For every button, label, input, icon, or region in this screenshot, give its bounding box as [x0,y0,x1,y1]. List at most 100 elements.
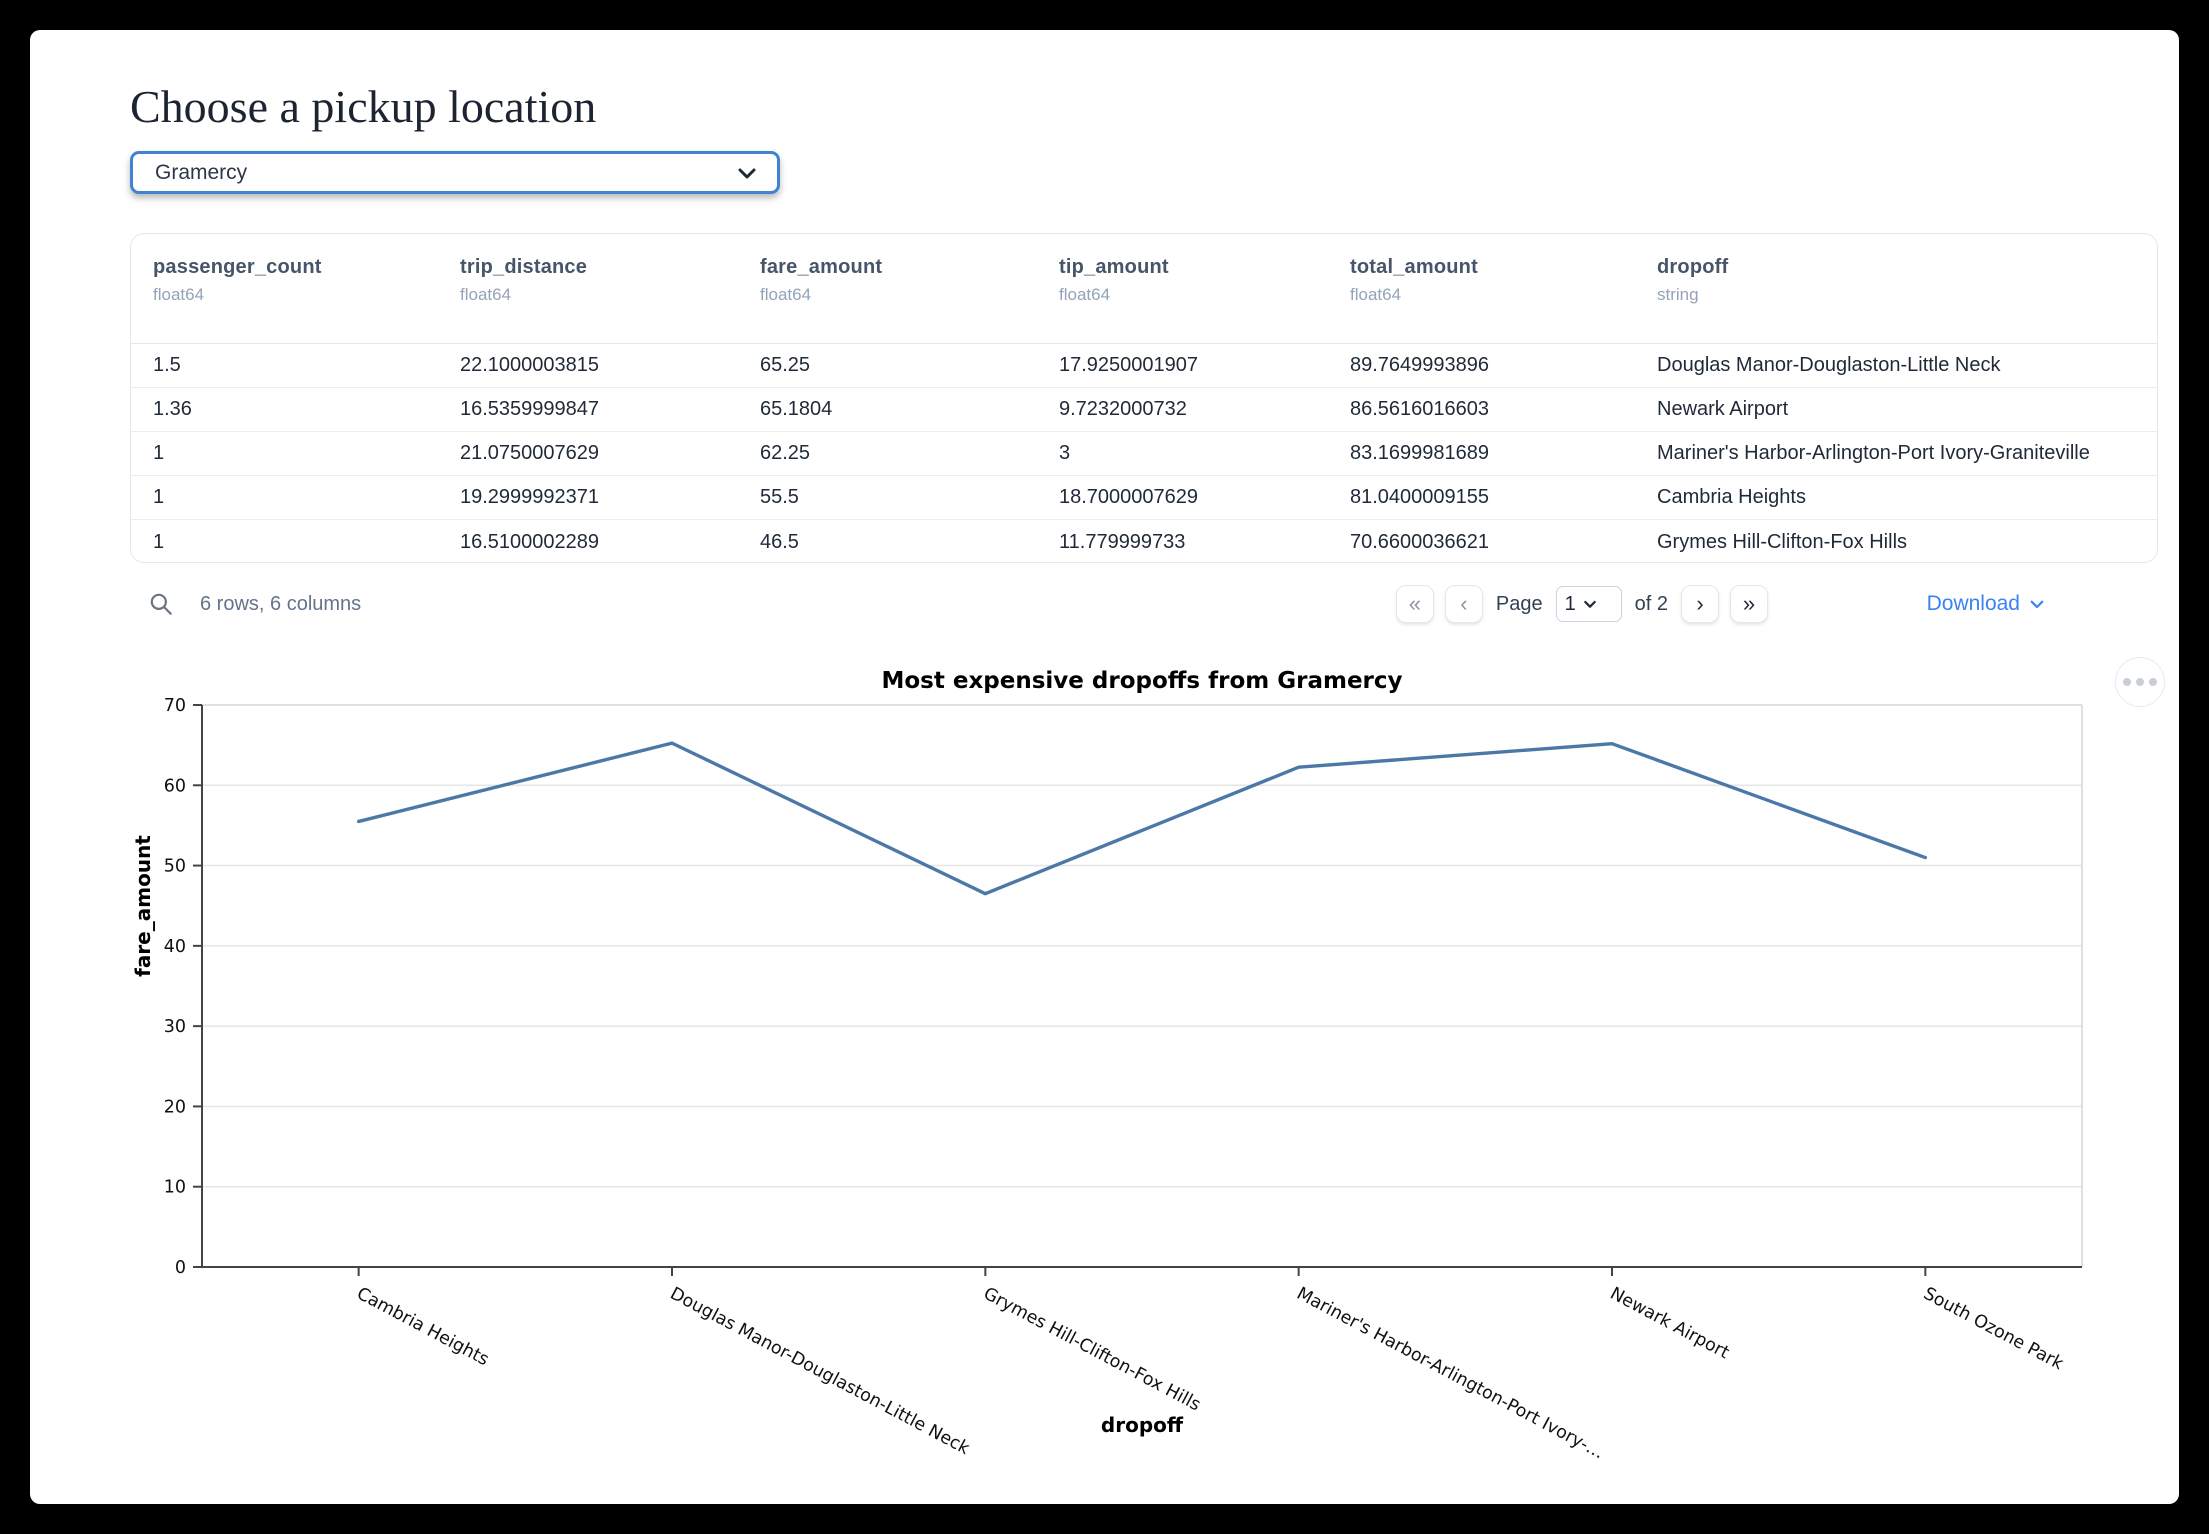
column-header[interactable]: tip_amount float64 [1037,234,1328,343]
next-page-button[interactable]: › [1681,585,1719,623]
table-cell: 86.5616016603 [1350,398,1490,420]
chevron-down-icon [1583,600,1596,608]
row-count-summary: 6 rows, 6 columns [200,592,362,615]
pickup-select-value: Gramercy [155,160,248,184]
table-cell: 22.1000003815 [460,354,600,376]
chevron-down-icon [738,168,756,178]
table-cell: 1.5 [153,354,181,376]
table-cell: 19.2999992371 [460,486,600,508]
first-page-button[interactable]: « [1395,585,1434,623]
y-axis-title: fare_amount [131,835,155,977]
table-cell: 21.0750007629 [460,442,600,464]
ellipsis-icon [2123,678,2131,686]
chart-svg: Most expensive dropoffs from Gramercy 0 1… [131,668,2083,1464]
table-cell: Cambria Heights [1657,486,1806,508]
table-cell: Mariner's Harbor-Arlington-Port Ivory-Gr… [1657,442,2090,464]
pickup-select[interactable]: Gramercy [130,151,780,194]
column-name: total_amount [1350,256,1478,278]
last-page-button[interactable]: » [1730,585,1768,623]
table-cell: 1.36 [153,398,192,420]
column-dtype: float64 [1350,285,1402,304]
column-dtype: float64 [1059,285,1111,304]
x-tick-label: South Ozone Park [1920,1284,2067,1375]
column-dtype: float64 [760,285,812,304]
chart-gridlines [202,704,2082,1188]
table-cell: 1 [153,530,165,553]
y-axis-ticks: 0 10 20 30 40 50 60 70 [164,696,202,1278]
table-cell: 18.7000007629 [1059,486,1199,508]
column-name: passenger_count [153,256,322,278]
column-name: dropoff [1657,256,1729,278]
column-name: tip_amount [1059,256,1169,278]
y-tick-label: 20 [164,1097,186,1117]
page-title: Choose a pickup location [130,81,597,132]
y-tick-label: 60 [164,776,186,796]
x-tick-label: Douglas Manor-Douglaston-Little Neck [667,1284,974,1460]
column-name: fare_amount [760,256,883,278]
column-dtype: float64 [153,285,205,304]
column-header[interactable]: total_amount float64 [1328,234,1635,343]
table-body: 1.5 22.1000003815 65.25 17.9250001907 89.764… [131,344,2157,562]
pagination: « ‹ Page 1 of 2 › » [1395,583,1768,625]
fare-amount-line [356,741,1928,896]
chart-title: Most expensive dropoffs from Gramercy [881,668,1402,694]
y-tick-label: 50 [164,857,186,877]
table-cell: 65.1804 [760,398,833,420]
y-tick-label: 0 [175,1258,186,1278]
table-cell: Douglas Manor-Douglaston-Little Neck [1657,354,2001,376]
table-cell: 16.5359999847 [460,398,600,420]
table-row: 1 16.5100002289 46.5 11.779999733 70.6600036… [131,520,2157,562]
page-number-select[interactable]: 1 [1555,586,1622,622]
table-cell: 11.779999733 [1059,530,1186,553]
y-tick-label: 10 [164,1178,186,1198]
table-cell: 46.5 [760,530,799,553]
column-header[interactable]: fare_amount float64 [738,234,1037,343]
x-axis-title: dropoff [1101,1413,1184,1437]
page-number-value: 1 [1564,592,1576,615]
x-tick-label: Mariner's Harbor-Arlington-Port Ivory-… [1293,1284,1607,1464]
y-tick-label: 70 [164,696,186,716]
y-tick-label: 40 [164,937,186,957]
table-cell: 70.6600036621 [1350,530,1490,553]
content-card: Choose a pickup location Gramercy passen… [30,30,2179,1504]
x-tick-label: Newark Airport [1607,1284,1733,1364]
page-label: Page [1495,592,1543,615]
column-name: trip_distance [460,256,588,278]
chart-menu-button[interactable] [2115,657,2165,707]
table-cell: 17.9250001907 [1059,354,1199,376]
table-cell: Newark Airport [1657,398,1789,420]
table-cell: 3 [1059,442,1071,464]
column-header[interactable]: trip_distance float64 [438,234,738,343]
x-tick-label: Grymes Hill-Clifton-Fox Hills [980,1284,1204,1416]
table-cell: 65.25 [760,354,811,376]
table-cell: 89.7649993896 [1350,354,1490,376]
chevron-down-icon [2030,600,2044,609]
table-row: 1.5 22.1000003815 65.25 17.9250001907 89.764… [131,344,2157,388]
table-footer: 6 rows, 6 columns « ‹ Page 1 of 2 › » Do… [130,583,2158,625]
prev-page-button[interactable]: ‹ [1444,585,1483,623]
chart-axes [201,704,2083,1268]
download-label: Download [1926,592,2020,615]
column-dtype: float64 [460,285,512,304]
table-cell: 16.5100002289 [460,530,600,553]
column-header[interactable]: dropoff string [1635,234,2157,343]
table-cell: 1 [153,442,165,464]
table-row: 1 19.2999992371 55.5 18.7000007629 81.040000… [131,476,2157,520]
search-icon[interactable] [148,591,174,617]
table-header-row: passenger_count float64 trip_distance fl… [131,234,2157,344]
column-header[interactable]: passenger_count float64 [131,234,438,343]
x-tick-label: Cambria Heights [353,1284,492,1370]
table-cell: 1 [153,486,165,508]
fare-chart: Most expensive dropoffs from Gramercy 0 1… [110,650,2160,1470]
data-table: passenger_count float64 trip_distance fl… [130,233,2158,563]
table-cell: 83.1699981689 [1350,442,1490,464]
y-tick-label: 30 [164,1017,186,1037]
table-cell: 62.25 [760,442,811,464]
page-total-label: of 2 [1634,592,1668,615]
table-cell: 55.5 [760,486,799,508]
line-series [356,741,1928,896]
table-row: 1.36 16.5359999847 65.1804 9.7232000732 86.5… [131,388,2157,432]
table-cell: Grymes Hill-Clifton-Fox Hills [1657,530,1908,553]
download-button[interactable]: Download [1927,583,2046,625]
